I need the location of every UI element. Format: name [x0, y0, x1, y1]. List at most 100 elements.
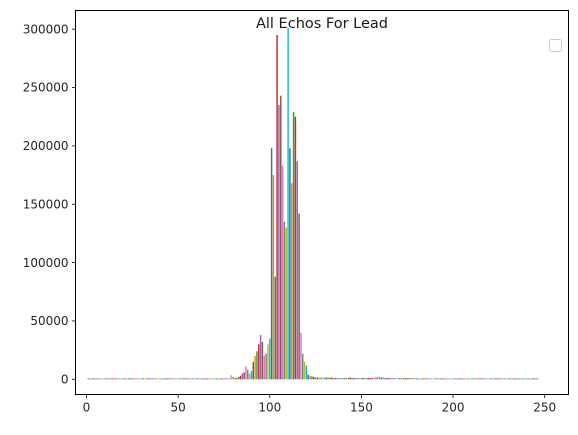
bar-239 — [523, 378, 526, 380]
bar-73 — [219, 378, 222, 380]
bar-196 — [444, 378, 447, 380]
bar-93 — [256, 351, 258, 380]
bar-35 — [149, 378, 152, 380]
bar-117 — [300, 332, 302, 380]
bar-146 — [353, 377, 355, 380]
bar-100 — [269, 338, 271, 380]
bar-99 — [267, 344, 269, 380]
bar-83 — [237, 376, 240, 380]
bar-123 — [311, 376, 313, 380]
bar-223 — [494, 378, 496, 380]
bar-43 — [164, 378, 167, 380]
y-tick-label: 100000 — [23, 256, 69, 270]
bar-12 — [107, 378, 110, 380]
bar-24 — [129, 378, 132, 380]
bar-2 — [89, 378, 91, 380]
bar-3 — [91, 378, 93, 380]
bar-187 — [428, 378, 430, 380]
bar-76 — [225, 378, 227, 380]
bar-52 — [181, 378, 183, 380]
bar-191 — [435, 378, 438, 380]
bar-164 — [386, 377, 388, 380]
bar-86 — [243, 372, 245, 380]
bar-130 — [324, 377, 326, 380]
bar-208 — [466, 378, 469, 380]
bar-197 — [446, 378, 449, 380]
bar-189 — [432, 378, 434, 380]
bar-56 — [188, 378, 190, 380]
bar-165 — [388, 377, 390, 380]
bar-209 — [468, 378, 471, 380]
bar-246 — [536, 378, 539, 380]
bar-44 — [166, 378, 168, 380]
bar-143 — [347, 377, 350, 380]
y-tick-label: 300000 — [23, 22, 69, 36]
bar-230 — [507, 378, 509, 380]
bar-178 — [411, 378, 414, 380]
bar-232 — [510, 378, 513, 380]
bar-19 — [120, 378, 123, 380]
bar-37 — [153, 378, 156, 380]
x-tick-label: 200 — [442, 401, 465, 415]
bar-112 — [291, 183, 293, 380]
bar-139 — [340, 377, 342, 380]
bar-49 — [175, 378, 178, 380]
bar-242 — [529, 378, 531, 380]
bar-212 — [474, 378, 476, 380]
y-tick-label: 250000 — [23, 81, 69, 95]
bar-137 — [336, 377, 339, 380]
bar-241 — [527, 378, 529, 380]
bar-174 — [404, 378, 407, 380]
bar-107 — [281, 165, 284, 380]
bar-15 — [113, 378, 115, 380]
bar-213 — [476, 378, 478, 380]
bar-77 — [226, 378, 229, 380]
bar-60 — [195, 378, 198, 380]
bar-201 — [454, 378, 456, 380]
bar-125 — [314, 377, 317, 380]
bar-26 — [133, 378, 135, 380]
bar-224 — [496, 378, 498, 380]
bar-184 — [422, 378, 425, 380]
bar-235 — [516, 378, 518, 380]
bar-214 — [477, 378, 480, 380]
bar-29 — [138, 378, 141, 380]
bar-217 — [483, 378, 485, 380]
bar-33 — [146, 378, 148, 380]
bar-94 — [258, 344, 260, 380]
bar-91 — [252, 361, 255, 380]
bar-9 — [102, 378, 104, 380]
bar-65 — [204, 378, 207, 380]
bar-152 — [364, 377, 366, 380]
bar-64 — [203, 378, 205, 380]
bar-188 — [430, 378, 432, 380]
bar-145 — [351, 377, 353, 380]
bar-245 — [534, 378, 537, 380]
bar-11 — [105, 378, 108, 380]
bar-225 — [498, 378, 500, 380]
bar-111 — [289, 148, 291, 380]
bar-104 — [276, 35, 278, 380]
bar-46 — [170, 378, 172, 380]
bar-72 — [217, 378, 220, 380]
plot-frame — [75, 10, 569, 395]
bar-113 — [292, 112, 295, 380]
bar-170 — [397, 378, 399, 380]
bar-115 — [296, 161, 298, 380]
bar-220 — [488, 378, 491, 380]
bar-16 — [115, 378, 117, 380]
bar-216 — [481, 378, 484, 380]
x-tick-label: 100 — [258, 401, 281, 415]
bar-154 — [368, 377, 370, 380]
bar-28 — [137, 378, 139, 380]
bar-150 — [360, 377, 363, 380]
bar-131 — [325, 377, 328, 380]
bar-204 — [459, 378, 462, 380]
bar-4 — [93, 378, 95, 380]
bar-18 — [118, 378, 121, 380]
bar-20 — [122, 378, 124, 380]
bar-134 — [331, 377, 333, 380]
bar-234 — [514, 378, 517, 380]
bar-63 — [201, 378, 203, 380]
